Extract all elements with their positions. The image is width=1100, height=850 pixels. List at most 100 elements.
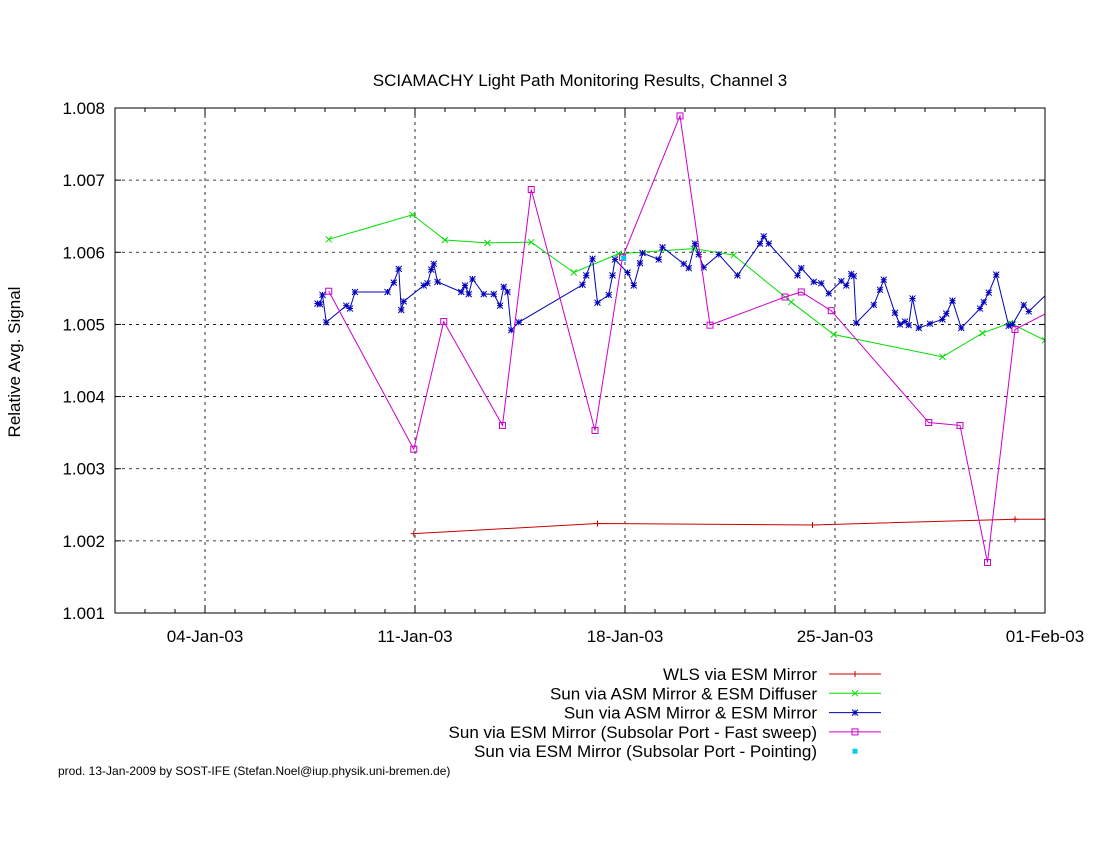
y-tick-label: 1.007 [62,171,105,190]
data-point [837,277,845,285]
data-point [504,288,511,296]
data-point [465,290,473,298]
data-point [984,559,991,566]
data-point [440,318,448,326]
data-point [410,445,418,453]
data-point [852,671,858,677]
data-point [794,272,801,279]
data-point [870,301,878,309]
data-point [496,302,504,310]
data-point [976,305,984,312]
data-point [655,256,663,263]
data-point [810,278,818,286]
plot-frame [114,107,1046,614]
data-point [851,728,859,736]
data-point [1005,322,1013,330]
data-point [636,259,644,267]
series-line [328,214,1045,358]
data-point [676,112,684,120]
data-point [695,251,703,258]
chart-title: SCIAMACHY Light Path Monitoring Results,… [373,71,788,90]
data-point [685,264,693,272]
data-point [1041,336,1045,344]
data-point [797,264,805,272]
data-point [605,291,613,299]
axes: 1.001 1.002 1.003 1.004 1.005 1.006 1.007 1.008… [62,99,1084,646]
data-point [850,272,858,280]
data-point [891,309,899,317]
x-tick-label: 01-Feb-03 [1006,627,1084,646]
data-point [1071,296,1077,302]
data-point [1082,256,1088,262]
data-point [706,321,714,329]
data-point [624,269,631,276]
data-point [639,249,646,257]
data-point [979,329,986,337]
data-point [420,282,428,289]
data-point [942,310,950,317]
data-point [680,260,688,268]
data-point [395,265,403,273]
data-point [765,240,773,247]
y-axis-label: Relative Avg. Signal [5,287,24,438]
x-tick-label: 18-Jan-03 [587,627,664,646]
data-point [817,279,825,287]
data-point [957,324,965,332]
series-line [328,114,1045,563]
data-point [1009,321,1016,328]
data-point [852,319,860,327]
data-point [591,426,599,434]
data-point [611,256,619,263]
data-point [876,286,884,294]
data-point [760,233,768,240]
data-point [319,291,326,299]
series-layer [314,112,1098,566]
data-point [409,211,416,219]
series-1 [410,516,1045,537]
data-point [949,297,956,304]
data-point [1077,296,1083,302]
series-4 [325,112,1083,566]
data-point [925,419,933,427]
data-point [915,324,923,332]
data-point [461,282,469,289]
data-point [316,300,324,308]
legend-label: Sun via ESM Mirror (Subsolar Port - Poin… [474,742,817,761]
x-tick-label: 11-Jan-03 [377,627,452,646]
data-point [499,421,506,429]
grid [115,108,1045,613]
series-line [317,235,1045,332]
data-point [901,318,909,325]
data-point [1042,516,1045,523]
y-tick-label: 1.004 [62,388,105,407]
y-tick-label: 1.008 [62,99,105,118]
data-point [527,238,535,246]
data-point [700,264,708,271]
data-point [852,748,858,754]
data-point [589,255,596,263]
data-point [1012,516,1018,523]
data-point [621,255,627,261]
data-point [1092,275,1098,281]
data-point [441,236,449,244]
series-line [413,518,1045,535]
data-point [500,283,508,291]
series-2 [325,211,1045,361]
data-point [1025,308,1033,315]
data-point [342,302,350,310]
data-point [691,240,699,247]
data-point [384,288,391,296]
data-point [1076,282,1082,288]
x-tick-label: 04-Jan-03 [167,627,244,646]
data-point [827,307,835,315]
data-point [469,275,476,283]
data-point [527,186,535,194]
data-point [314,300,321,307]
data-point [594,520,601,527]
y-tick-label: 1.001 [62,604,105,623]
data-point [1056,288,1062,294]
data-point [830,331,838,338]
x-tick-label: 25-Jan-03 [797,627,874,646]
data-point [630,282,638,289]
